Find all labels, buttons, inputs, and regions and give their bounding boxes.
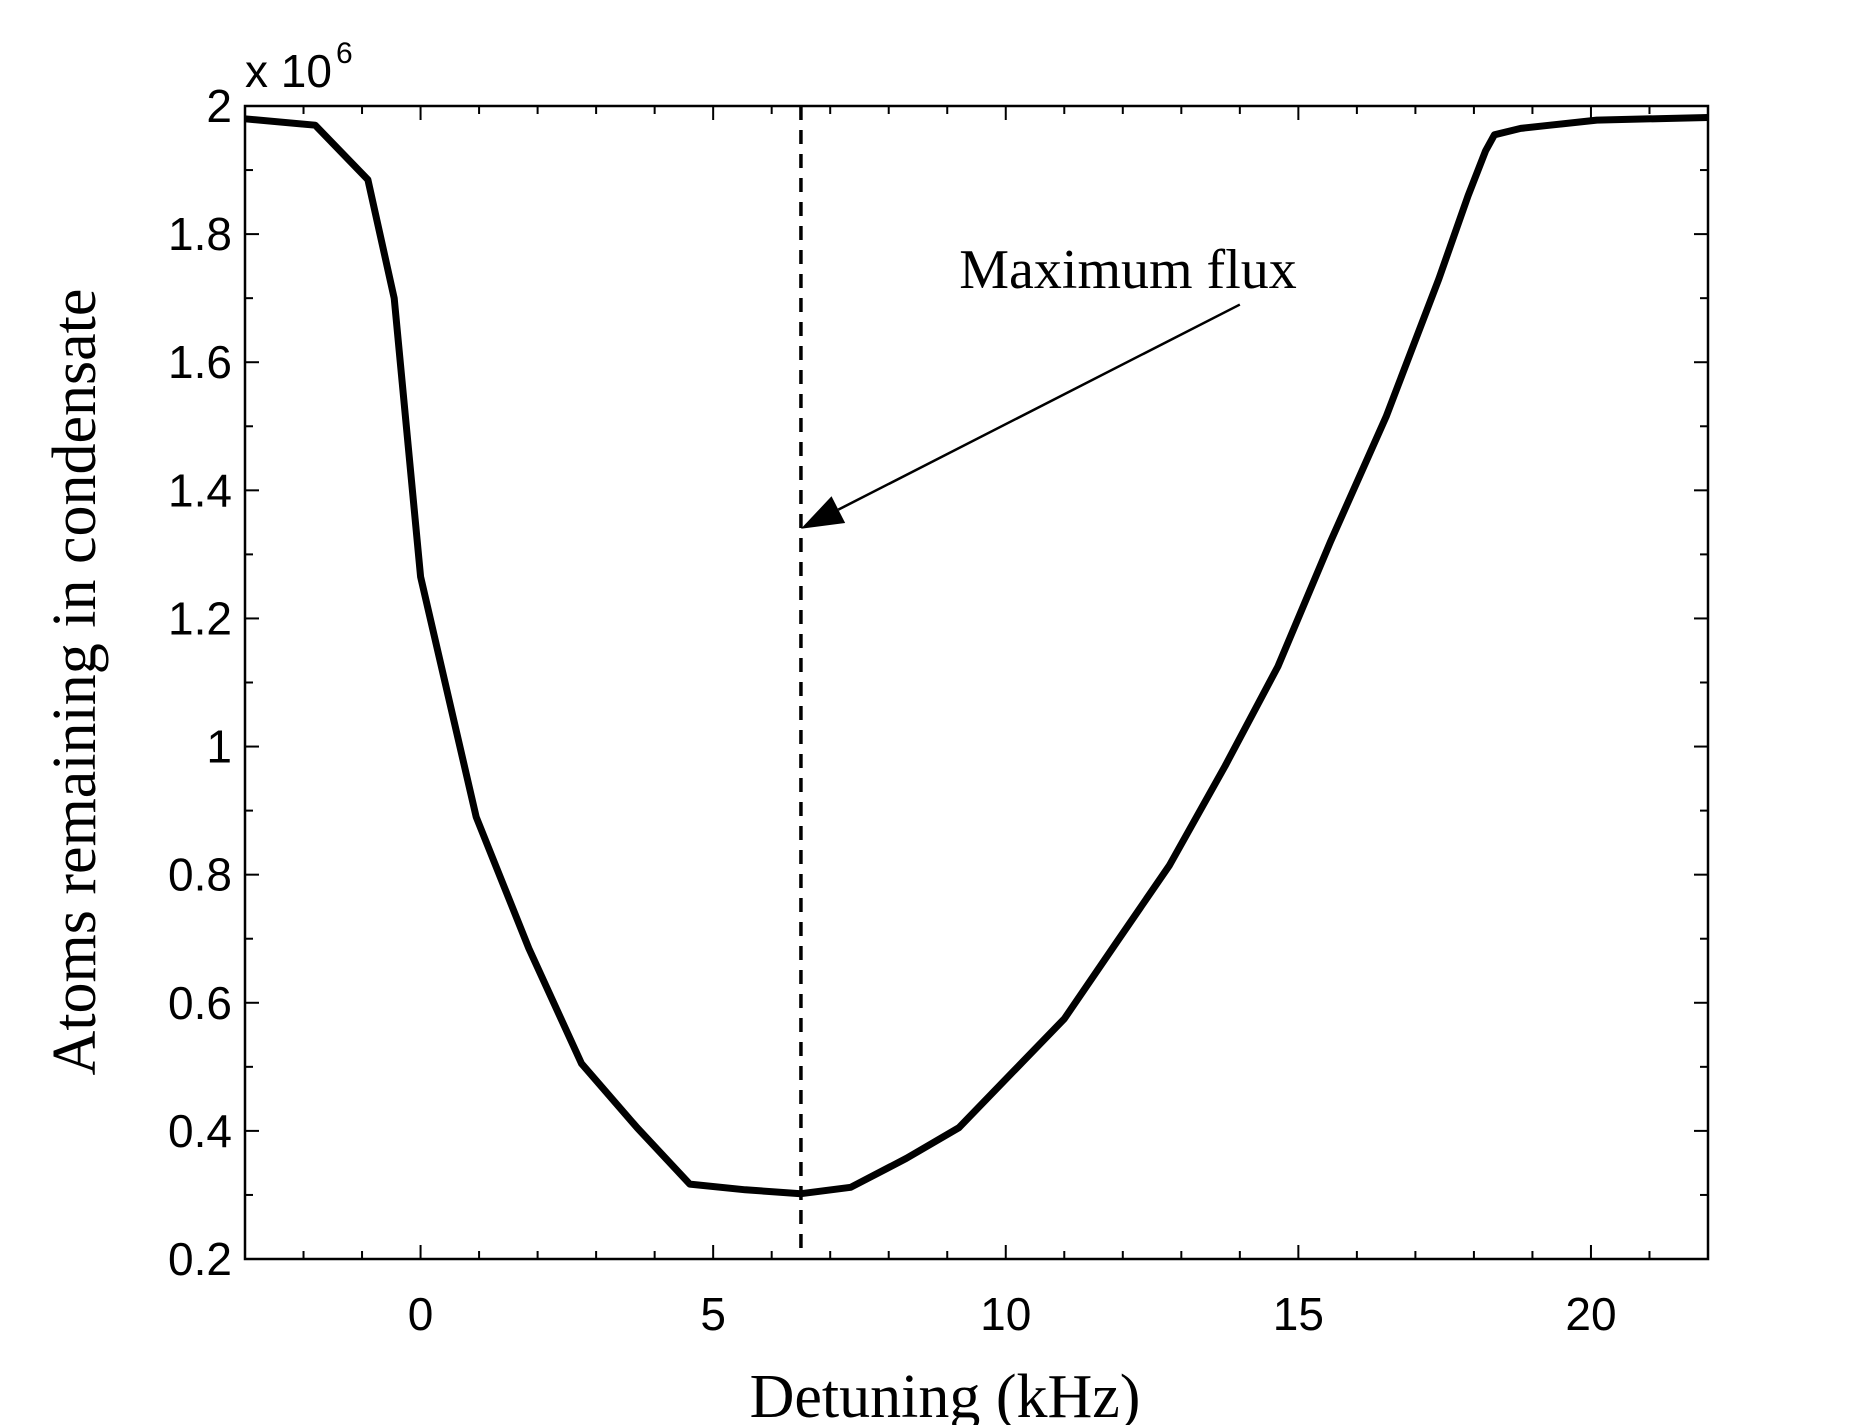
x-tick-label: 5 [700, 1288, 726, 1340]
plot-frame [243, 104, 1710, 1261]
y-tick-label: 2 [206, 80, 232, 132]
y-tick-label: 1.8 [168, 208, 232, 260]
x-tick-label: 20 [1565, 1288, 1616, 1340]
y-tick-label: 0.2 [168, 1233, 232, 1285]
y-tick-label: 1 [206, 721, 232, 773]
y-tick-label: 1.2 [168, 592, 232, 644]
x-axis-label: Detuning (kHz) [750, 1363, 1141, 1425]
x-tick-label: 15 [1273, 1288, 1324, 1340]
y-tick-label: 0.4 [168, 1105, 232, 1157]
y-multiplier-exponent: 6 [336, 37, 353, 70]
y-axis-label: Atoms remaining in condensate [41, 289, 109, 1076]
annotation-arrow-head [800, 496, 846, 529]
y-multiplier: x 10 6 [245, 37, 353, 97]
annotation-group: Maximum flux [800, 239, 1297, 529]
x-tick-label: 0 [408, 1288, 434, 1340]
y-tick-label: 1.6 [168, 336, 232, 388]
data-lines [244, 106, 1709, 1259]
series-line [244, 114, 1709, 1198]
x-tick-labels: 0 5 10 15 20 [408, 1288, 1617, 1340]
y-tick-labels: 0.2 0.4 0.6 0.8 1 1.2 1.4 1.6 1.8 2 [168, 80, 232, 1285]
y-multiplier-base: x 10 [245, 45, 332, 97]
tick-marks [245, 105, 1709, 1260]
y-tick-label: 0.8 [168, 849, 232, 901]
annotation-arrow-shaft [837, 303, 1241, 511]
y-tick-label: 0.6 [168, 977, 232, 1029]
annotation-label: Maximum flux [959, 239, 1297, 301]
x-tick-label: 10 [980, 1288, 1031, 1340]
y-tick-label: 1.4 [168, 464, 232, 516]
